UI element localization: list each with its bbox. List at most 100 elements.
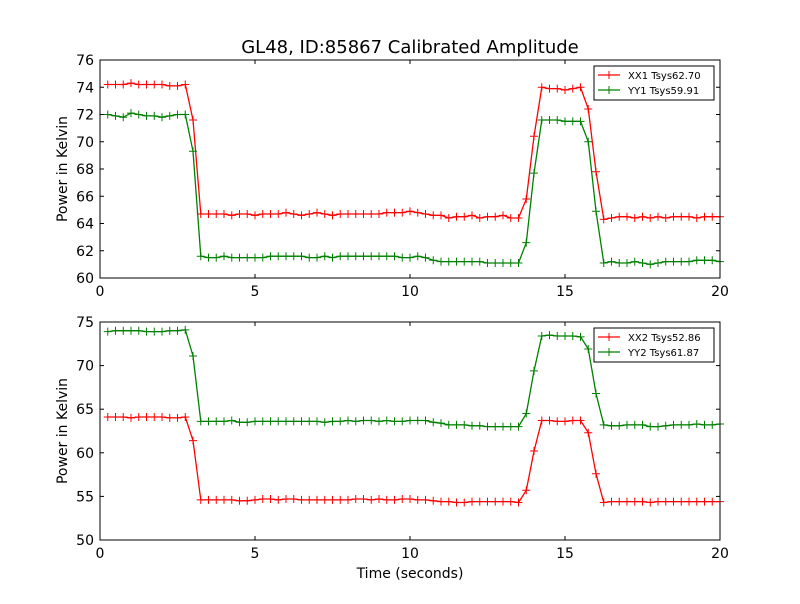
data-point xyxy=(638,212,647,221)
data-point xyxy=(173,110,182,119)
data-point xyxy=(351,252,360,261)
data-point xyxy=(677,497,686,506)
data-point xyxy=(537,115,546,124)
data-point xyxy=(282,208,290,217)
data-point xyxy=(127,413,135,422)
data-point xyxy=(553,115,562,124)
data-point xyxy=(127,109,135,118)
data-point xyxy=(599,259,608,268)
data-point xyxy=(282,417,290,426)
data-point xyxy=(251,417,259,426)
data-point xyxy=(119,113,128,122)
legend-label: YY1 Tsys59.91 xyxy=(627,86,699,97)
data-point xyxy=(359,495,368,504)
data-point xyxy=(623,259,631,268)
data-point xyxy=(561,85,569,94)
data-point xyxy=(638,420,647,429)
data-point xyxy=(669,212,678,221)
data-point xyxy=(297,211,306,220)
data-point xyxy=(103,80,112,89)
data-point xyxy=(336,417,345,426)
data-point xyxy=(243,209,252,218)
data-point xyxy=(530,132,538,141)
data-point xyxy=(506,259,515,268)
data-point xyxy=(537,83,546,92)
data-point xyxy=(344,252,352,261)
data-point xyxy=(344,416,352,425)
data-point xyxy=(212,253,221,262)
data-point xyxy=(638,497,647,506)
data-point xyxy=(537,416,546,425)
data-point xyxy=(351,209,360,218)
data-point xyxy=(599,215,608,224)
data-point xyxy=(561,331,569,340)
data-point xyxy=(654,212,662,221)
data-point xyxy=(251,211,259,220)
data-point xyxy=(708,256,717,265)
data-point xyxy=(708,420,717,429)
data-point xyxy=(119,326,128,335)
data-point xyxy=(506,422,515,431)
data-point xyxy=(468,497,476,506)
data-point xyxy=(499,259,507,268)
data-point xyxy=(274,252,283,261)
data-point xyxy=(103,327,112,336)
data-point xyxy=(181,80,190,89)
data-point xyxy=(204,209,213,218)
legend-label: YY2 Tsys61.87 xyxy=(627,348,699,359)
legend-marker xyxy=(605,86,613,94)
data-point xyxy=(530,447,538,456)
x-tick-label: 5 xyxy=(251,546,260,562)
data-point xyxy=(630,214,639,223)
data-point xyxy=(499,211,507,220)
data-point xyxy=(367,495,376,504)
data-point xyxy=(708,212,717,221)
legend-box xyxy=(593,327,715,363)
data-point xyxy=(514,422,523,431)
data-point xyxy=(142,80,151,89)
data-point xyxy=(421,416,430,425)
data-point xyxy=(289,495,298,504)
data-point xyxy=(328,417,337,426)
data-point xyxy=(111,413,120,422)
data-point xyxy=(599,498,608,507)
data-point xyxy=(460,212,469,221)
data-point xyxy=(173,81,182,90)
data-point xyxy=(413,416,422,425)
data-point xyxy=(483,497,492,506)
data-point xyxy=(297,417,306,426)
data-point xyxy=(150,413,159,422)
data-point xyxy=(367,416,376,425)
data-point xyxy=(158,113,166,122)
data-point xyxy=(545,416,554,425)
data-point xyxy=(196,495,205,504)
data-point xyxy=(398,208,407,217)
data-point xyxy=(630,257,639,266)
y-tick-label: 68 xyxy=(76,162,94,178)
data-point xyxy=(576,83,585,92)
y-axis-label: Power in Kelvin xyxy=(55,116,71,222)
data-point xyxy=(227,253,236,262)
data-point xyxy=(103,413,112,422)
data-point xyxy=(212,417,221,426)
data-point xyxy=(351,417,360,426)
data-point xyxy=(382,208,391,217)
data-point xyxy=(700,420,709,429)
x-axis-label: Time (seconds) xyxy=(356,566,464,582)
data-point xyxy=(258,209,267,218)
legend-marker xyxy=(605,348,613,356)
data-point xyxy=(127,326,135,335)
data-point xyxy=(204,495,213,504)
y-tick-label: 65 xyxy=(76,402,94,418)
data-point xyxy=(305,253,314,262)
data-point xyxy=(661,257,670,266)
chart-title: GL48, ID:85867 Calibrated Amplitude xyxy=(241,37,579,58)
data-point xyxy=(483,259,492,268)
data-point xyxy=(654,259,662,268)
data-point xyxy=(437,497,445,506)
data-point xyxy=(607,257,616,266)
legend-box xyxy=(593,65,715,101)
data-point xyxy=(468,257,476,266)
data-point xyxy=(165,111,174,120)
data-point xyxy=(158,80,166,89)
